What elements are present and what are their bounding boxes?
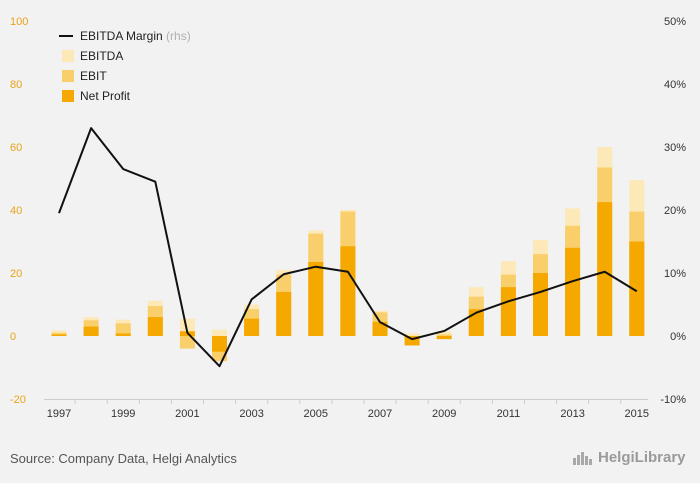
bar-net-profit xyxy=(115,333,131,336)
bar-net-profit xyxy=(276,291,292,336)
line-ebitda-margin xyxy=(58,127,638,368)
brand-name: HelgiLibrary xyxy=(598,449,686,466)
x-tick-label: 2007 xyxy=(368,408,392,420)
bar-ebit xyxy=(115,323,131,336)
legend-label-ebitda-margin: EBITDA Margin (rhs) xyxy=(80,29,191,43)
x-tick-label: 2011 xyxy=(497,408,521,420)
bar-net-profit xyxy=(83,326,99,336)
bar-net-profit xyxy=(404,336,420,346)
bar-net-profit xyxy=(372,321,388,336)
legend-swatch-ebit xyxy=(62,70,74,82)
bar-net-profit xyxy=(147,317,163,336)
bar-ebit xyxy=(436,334,452,336)
legend-label-net-profit: Net Profit xyxy=(80,89,131,103)
bar-net-profit xyxy=(308,261,324,336)
bar-net-profit xyxy=(51,334,67,336)
x-tick-label: 2015 xyxy=(625,408,649,420)
y-right-tick-label: 10% xyxy=(664,268,686,280)
y-right-tick-label: 50% xyxy=(664,16,686,28)
bar-net-profit xyxy=(565,247,581,336)
brand-logo[interactable]: HelgiLibrary xyxy=(572,449,686,466)
helgi-logo-icon xyxy=(573,451,592,465)
bar-net-profit xyxy=(533,273,548,336)
x-tick-label: 2013 xyxy=(560,408,584,420)
bar-net-profit xyxy=(629,241,645,336)
x-tick-label: 2003 xyxy=(239,408,263,420)
y-right-tick-label: -10% xyxy=(660,394,686,406)
y-right-tick-label: 20% xyxy=(664,205,686,217)
x-tick-label: 2009 xyxy=(432,408,456,420)
y-left-tick-label: 60 xyxy=(10,142,22,154)
x-tick-label: 2005 xyxy=(304,408,328,420)
y-left-tick-label: 100 xyxy=(10,16,28,28)
bar-net-profit xyxy=(597,202,613,336)
legend-swatch-ebitda xyxy=(62,50,74,62)
x-tick-label: 1999 xyxy=(111,408,135,420)
bar-net-profit xyxy=(500,287,516,336)
bar-ebitda xyxy=(404,333,420,336)
legend-swatch-net-profit xyxy=(62,90,74,102)
y-right-tick-label: 40% xyxy=(664,79,686,91)
legend-label-rhs: (rhs) xyxy=(166,29,191,43)
legend-label-ebitda: EBITDA xyxy=(80,49,123,63)
source-note: Source: Company Data, Helgi Analytics xyxy=(10,451,237,466)
y-left-tick-label: -20 xyxy=(10,394,26,406)
y-left-tick-label: 0 xyxy=(10,331,16,343)
legend-label-ebit: EBIT xyxy=(80,69,107,83)
x-tick-label: 1997 xyxy=(47,408,71,420)
x-tick-label: 2001 xyxy=(175,408,199,420)
bar-ebitda xyxy=(212,329,227,336)
y-left-tick-label: 40 xyxy=(10,205,22,217)
y-right-tick-label: 0% xyxy=(670,331,686,343)
bar-net-profit xyxy=(436,336,452,340)
y-right-tick-label: 30% xyxy=(664,142,686,154)
bar-net-profit xyxy=(244,318,260,336)
y-left-tick-label: 20 xyxy=(10,268,22,280)
bar-net-profit xyxy=(340,246,356,336)
y-left-tick-label: 80 xyxy=(10,79,22,91)
bar-net-profit xyxy=(212,336,227,352)
bar-ebit xyxy=(179,336,195,349)
bar-ebitda xyxy=(436,331,452,336)
